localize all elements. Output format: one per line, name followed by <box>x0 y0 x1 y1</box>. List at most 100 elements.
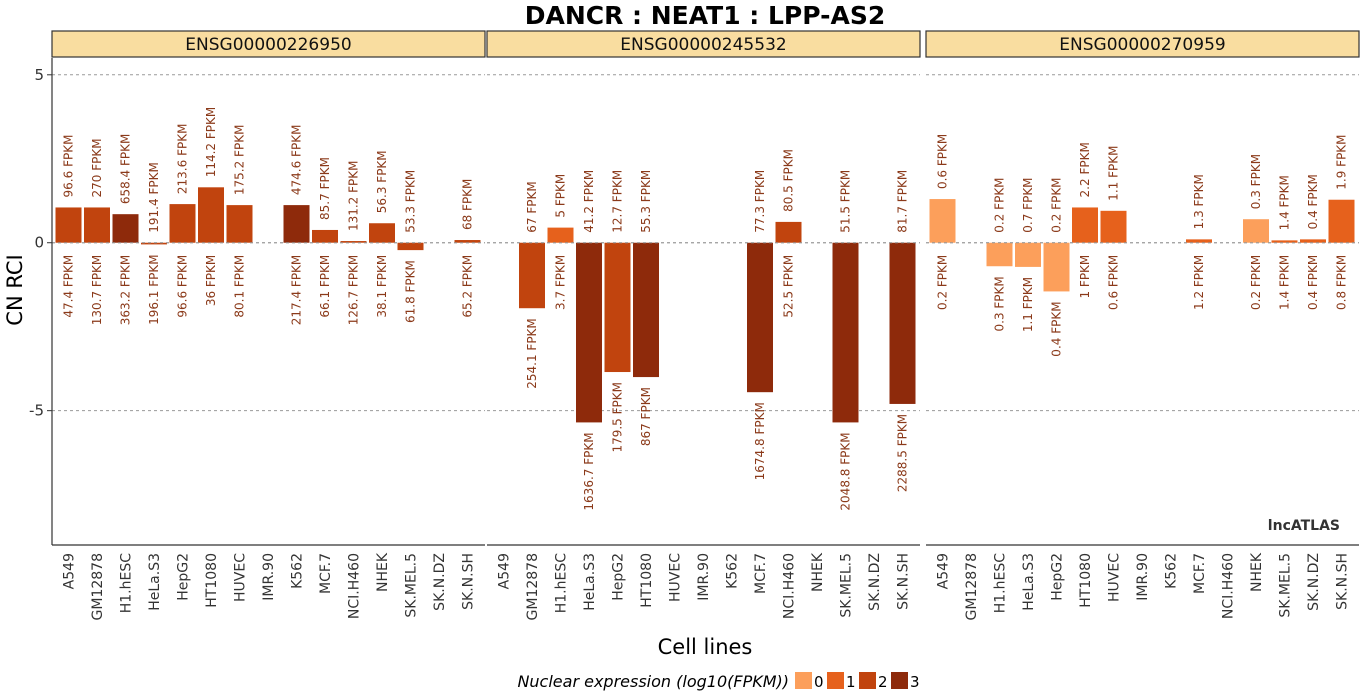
fpkm-label-top: 85.7 FPKM <box>318 157 332 220</box>
fpkm-label-top: 0.2 FPKM <box>1050 177 1064 232</box>
panel-3: ENSG00000270959 A549 0.6 FPKM 0.2 FPKM GM128… <box>925 30 1360 620</box>
fpkm-label-bottom: 1 FPKM <box>1078 255 1092 299</box>
bar <box>1100 210 1127 243</box>
fpkm-label-top: 191.4 FPKM <box>147 162 161 233</box>
x-tick-label: HUVEC <box>668 553 684 602</box>
x-tick-label: SK.N.DZ <box>1306 553 1322 611</box>
bar <box>1328 199 1355 243</box>
fpkm-label-bottom: 65.2 FPKM <box>461 255 475 318</box>
fpkm-label-top: 2.2 FPKM <box>1078 142 1092 197</box>
fpkm-label-bottom: 38.1 FPKM <box>375 255 389 318</box>
bar <box>198 187 224 243</box>
fpkm-label-top: 0.2 FPKM <box>993 177 1007 232</box>
y-axis: 5 0 -5 <box>29 58 53 545</box>
x-tick-label: SK.N.SH <box>461 553 477 610</box>
fpkm-label-bottom: 47.4 FPKM <box>62 255 76 318</box>
y-axis-title: CN RCI <box>3 254 27 325</box>
fpkm-label-bottom: 179.5 FPKM <box>611 382 625 453</box>
fpkm-label-bottom: 0.2 FPKM <box>1249 255 1263 310</box>
x-tick-label: H1.hESC <box>554 553 570 613</box>
bar <box>397 242 424 251</box>
fpkm-label-top: 213.6 FPKM <box>176 124 190 195</box>
x-tick-label: K562 <box>1164 553 1180 589</box>
x-tick-label: NCI.H460 <box>1221 553 1237 619</box>
facet-strip-label: ENSG00000245532 <box>620 35 786 55</box>
fpkm-label-bottom: 130.7 FPKM <box>90 255 104 326</box>
panel-2: ENSG00000245532 A549 GM12878 67 FPKM 254.1 F… <box>486 30 921 620</box>
bar <box>519 242 545 309</box>
fpkm-label-top: 51.5 FPKM <box>839 170 853 233</box>
x-tick-label: NHEK <box>1249 552 1265 592</box>
facet-strip <box>925 30 1360 58</box>
x-tick-label: HepG2 <box>1050 553 1066 601</box>
legend-swatch <box>859 672 876 689</box>
fpkm-label-top: 68 FPKM <box>461 179 475 230</box>
fpkm-label-bottom: 363.2 FPKM <box>119 255 133 326</box>
fpkm-label-bottom: 96.6 FPKM <box>176 255 190 318</box>
fpkm-label-top: 131.2 FPKM <box>347 161 361 232</box>
fpkm-label-bottom: 1.4 FPKM <box>1278 255 1292 310</box>
facet-strip-label: ENSG00000270959 <box>1059 35 1225 55</box>
x-tick-label: IMR.90 <box>696 553 712 601</box>
fpkm-label-bottom: 80.1 FPKM <box>233 255 247 318</box>
fpkm-label-top: 0.4 FPKM <box>1306 174 1320 229</box>
fpkm-label-bottom: 1.1 FPKM <box>1021 277 1035 332</box>
bar <box>1300 239 1326 243</box>
bar <box>747 242 773 393</box>
x-tick-label: SK.N.SH <box>896 553 912 610</box>
x-tick-label: IMR.90 <box>1135 553 1151 601</box>
fpkm-label-bottom: 254.1 FPKM <box>525 318 539 389</box>
x-tick-label: NCI.H460 <box>782 553 798 619</box>
x-tick-label: HT1080 <box>1078 553 1094 608</box>
bar <box>454 240 481 243</box>
fpkm-label-top: 81.7 FPKM <box>896 170 910 233</box>
fpkm-label-top: 175.2 FPKM <box>233 125 247 196</box>
x-tick-label: H1.hESC <box>993 553 1009 613</box>
legend-swatch <box>795 672 812 689</box>
x-tick-label: MCF.7 <box>318 553 334 594</box>
legend: Nuclear expression (log10(FPKM)) 0 1 2 3 <box>517 672 920 691</box>
x-tick-label: NHEK <box>810 552 826 592</box>
bar <box>340 241 367 243</box>
bar <box>633 242 659 378</box>
y-tick-label: 0 <box>34 234 44 252</box>
x-tick-label: HT1080 <box>639 553 655 608</box>
legend-label: 2 <box>878 673 888 691</box>
y-tick-label: 5 <box>34 66 44 84</box>
x-tick-label: HUVEC <box>1107 553 1123 602</box>
fpkm-label-top: 56.3 FPKM <box>375 150 389 213</box>
x-tick-label: HeLa.S3 <box>1021 553 1037 611</box>
legend-title: Nuclear expression (log10(FPKM)) <box>517 672 789 691</box>
fpkm-label-bottom: 0.4 FPKM <box>1050 301 1064 356</box>
x-tick-label: SK.N.SH <box>1335 553 1351 610</box>
fpkm-label-bottom: 2048.8 FPKM <box>839 432 853 510</box>
fpkm-label-bottom: 2288.5 FPKM <box>896 414 910 492</box>
bar <box>1186 239 1212 243</box>
bar <box>604 242 631 373</box>
fpkm-label-top: 53.3 FPKM <box>404 170 418 233</box>
fpkm-label-bottom: 0.3 FPKM <box>993 276 1007 331</box>
fpkm-label-top: 96.6 FPKM <box>62 135 76 198</box>
fpkm-label-bottom: 1.2 FPKM <box>1192 255 1206 310</box>
x-tick-label: HeLa.S3 <box>582 553 598 611</box>
bar <box>929 199 956 243</box>
bar <box>141 242 167 245</box>
x-tick-label: NHEK <box>375 552 391 592</box>
x-tick-label: MCF.7 <box>1192 553 1208 594</box>
x-tick-label: GM12878 <box>964 553 980 620</box>
x-tick-label: A549 <box>497 553 513 589</box>
x-axis-title: Cell lines <box>658 635 753 659</box>
bar <box>1072 207 1098 243</box>
bar <box>55 207 82 243</box>
bar <box>112 214 139 243</box>
x-tick-label: A549 <box>62 553 78 589</box>
x-tick-label: HepG2 <box>176 553 192 601</box>
bar <box>226 205 253 243</box>
fpkm-label-bottom: 1674.8 FPKM <box>753 402 767 480</box>
facet-strip-label: ENSG00000226950 <box>185 35 351 55</box>
fpkm-label-bottom: 196.1 FPKM <box>147 254 161 325</box>
fpkm-label-top: 270 FPKM <box>90 138 104 197</box>
fpkm-label-bottom: 0.8 FPKM <box>1335 255 1349 310</box>
facet-strip <box>486 30 921 58</box>
x-tick-label: SK.N.DZ <box>432 553 448 611</box>
